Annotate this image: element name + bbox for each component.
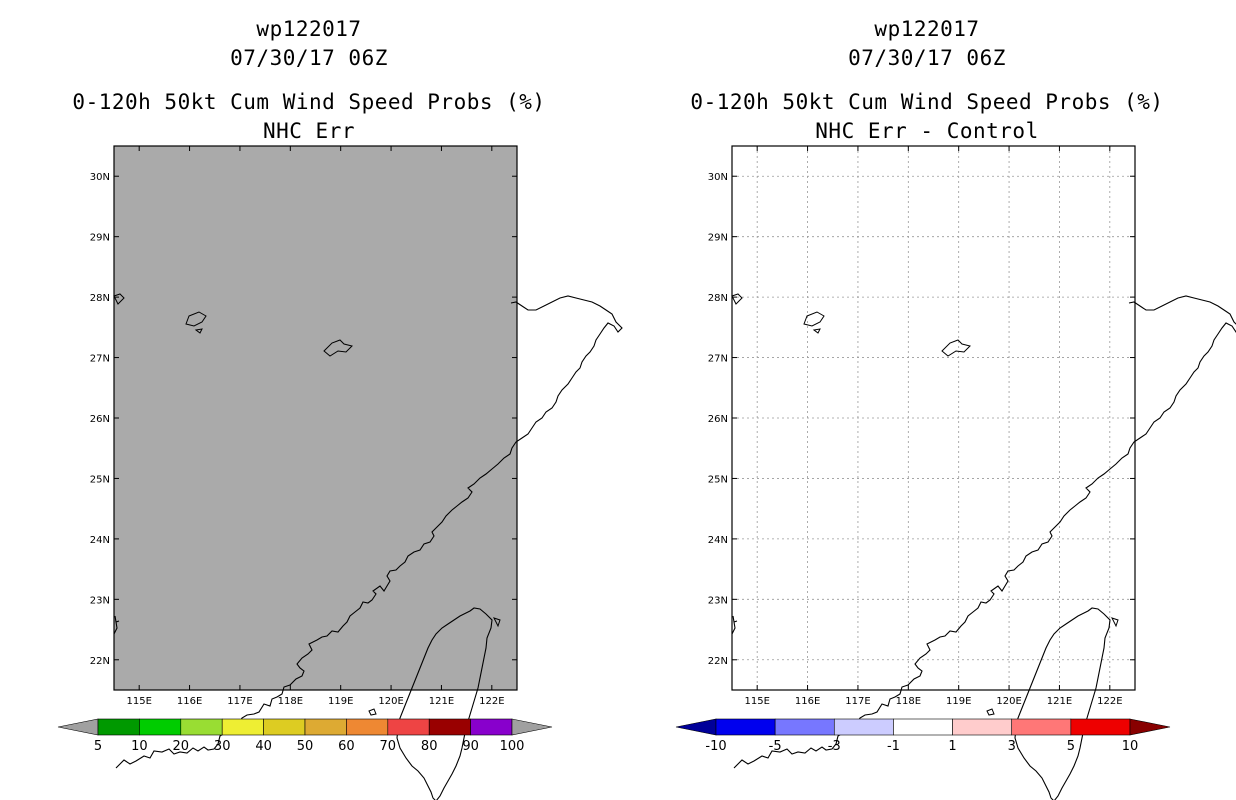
colorbar-swatch <box>1070 718 1131 736</box>
lon-label: 118E <box>896 696 921 707</box>
colorbar-label: 10 <box>1122 739 1139 754</box>
colorbar-left-arrow <box>675 718 717 736</box>
lat-label: 25N <box>708 474 728 485</box>
right-axis-ticks: 115E 116E 117E 118E 119E 120E 121E 122E 30N 29N 28… <box>708 146 1135 707</box>
colorbar-label: 10 <box>131 739 148 754</box>
lat-label: 30N <box>708 172 728 183</box>
colorbar-swatch <box>952 718 1013 736</box>
lat-label: 30N <box>90 172 110 183</box>
lon-label: 122E <box>1097 696 1122 707</box>
right-title-product: 0-120h 50kt Cum Wind Speed Probs (%) <box>690 90 1164 114</box>
colorbar-label: 80 <box>421 739 438 754</box>
lon-label: 120E <box>996 696 1021 707</box>
right-map-panel: 115E 116E 117E 118E 119E 120E 121E 122E 30N 29N 28… <box>708 145 1236 800</box>
lon-label: 115E <box>744 696 769 707</box>
lat-label: 28N <box>708 293 728 304</box>
left-title-sub: NHC Err <box>262 119 355 143</box>
colorbar-label: 70 <box>380 739 397 754</box>
left-map-panel: 115E 116E 117E 118E 119E 120E 121E 122E 30N 29N 28… <box>90 145 623 800</box>
colorbar-label: 5 <box>94 739 102 754</box>
right-colorbar: -10 -5 -3 -1 1 3 5 10 <box>675 718 1171 754</box>
lat-label: 26N <box>90 414 110 425</box>
colorbar-label: 100 <box>500 739 525 754</box>
lon-label: 119E <box>946 696 971 707</box>
lat-label: 22N <box>90 656 110 667</box>
colorbar-right-arrow <box>511 718 553 736</box>
lat-label: 24N <box>90 535 110 546</box>
lat-label: 29N <box>90 233 110 244</box>
lon-label: 118E <box>278 696 303 707</box>
lon-label: 116E <box>795 696 820 707</box>
colorbar-left-arrow <box>57 718 99 736</box>
colorbar-swatch <box>893 718 953 736</box>
colorbar-swatch <box>139 718 182 736</box>
lon-label: 116E <box>177 696 202 707</box>
colorbar-label: 90 <box>462 739 479 754</box>
lon-label: 115E <box>126 696 151 707</box>
colorbar-right-arrow <box>1129 718 1171 736</box>
lat-label: 27N <box>708 354 728 365</box>
lat-label: 23N <box>90 595 110 606</box>
right-title-storm: wp122017 <box>874 17 980 41</box>
lon-label: 119E <box>328 696 353 707</box>
colorbar-label: 3 <box>1008 739 1016 754</box>
colorbar-label: -10 <box>705 739 726 754</box>
colorbar-swatch <box>774 718 835 736</box>
left-title-product: 0-120h 50kt Cum Wind Speed Probs (%) <box>72 90 546 114</box>
lat-label: 23N <box>708 595 728 606</box>
colorbar-label: 50 <box>297 739 314 754</box>
colorbar-label: -1 <box>887 739 900 754</box>
lat-label: 24N <box>708 535 728 546</box>
colorbar-label: 30 <box>214 739 231 754</box>
lon-label: 121E <box>1047 696 1072 707</box>
lat-label: 22N <box>708 656 728 667</box>
lon-label: 121E <box>429 696 454 707</box>
right-gridlines <box>732 146 1135 690</box>
colorbar-label: 1 <box>948 739 956 754</box>
colorbar-swatch <box>428 718 471 736</box>
lat-label: 29N <box>708 233 728 244</box>
colorbar-swatch <box>1011 718 1072 736</box>
left-colorbar: 5 10 20 30 40 50 60 70 80 90 100 <box>57 718 553 754</box>
colorbar-label: -5 <box>769 739 782 754</box>
colorbar-swatch <box>263 718 306 736</box>
right-title-date: 07/30/17 06Z <box>848 46 1006 70</box>
colorbar-swatch <box>715 718 776 736</box>
lat-label: 27N <box>90 354 110 365</box>
colorbar-swatch <box>387 718 430 736</box>
lon-label: 117E <box>227 696 252 707</box>
lon-label: 120E <box>378 696 403 707</box>
colorbar-label: 60 <box>338 739 355 754</box>
colorbar-swatch <box>304 718 347 736</box>
colorbar-swatch <box>221 718 264 736</box>
colorbar-swatch <box>97 718 140 736</box>
lat-label: 28N <box>90 293 110 304</box>
right-title-sub: NHC Err - Control <box>815 119 1039 143</box>
colorbar-swatch <box>833 718 894 736</box>
lat-label: 25N <box>90 474 110 485</box>
colorbar-swatch <box>180 718 223 736</box>
colorbar-label: 40 <box>255 739 272 754</box>
colorbar-swatch <box>470 718 513 736</box>
lon-label: 117E <box>845 696 870 707</box>
left-axis-ticks: 115E 116E 117E 118E 119E 120E 121E 122E 30N 29N 28… <box>90 146 517 707</box>
colorbar-label: 20 <box>173 739 190 754</box>
colorbar-label: -3 <box>828 739 841 754</box>
left-title-date: 07/30/17 06Z <box>230 46 388 70</box>
lon-label: 122E <box>479 696 504 707</box>
colorbar-label: 5 <box>1067 739 1075 754</box>
lat-label: 26N <box>708 414 728 425</box>
colorbar-swatch <box>346 718 389 736</box>
left-title-storm: wp122017 <box>256 17 362 41</box>
left-map-background <box>113 145 518 691</box>
